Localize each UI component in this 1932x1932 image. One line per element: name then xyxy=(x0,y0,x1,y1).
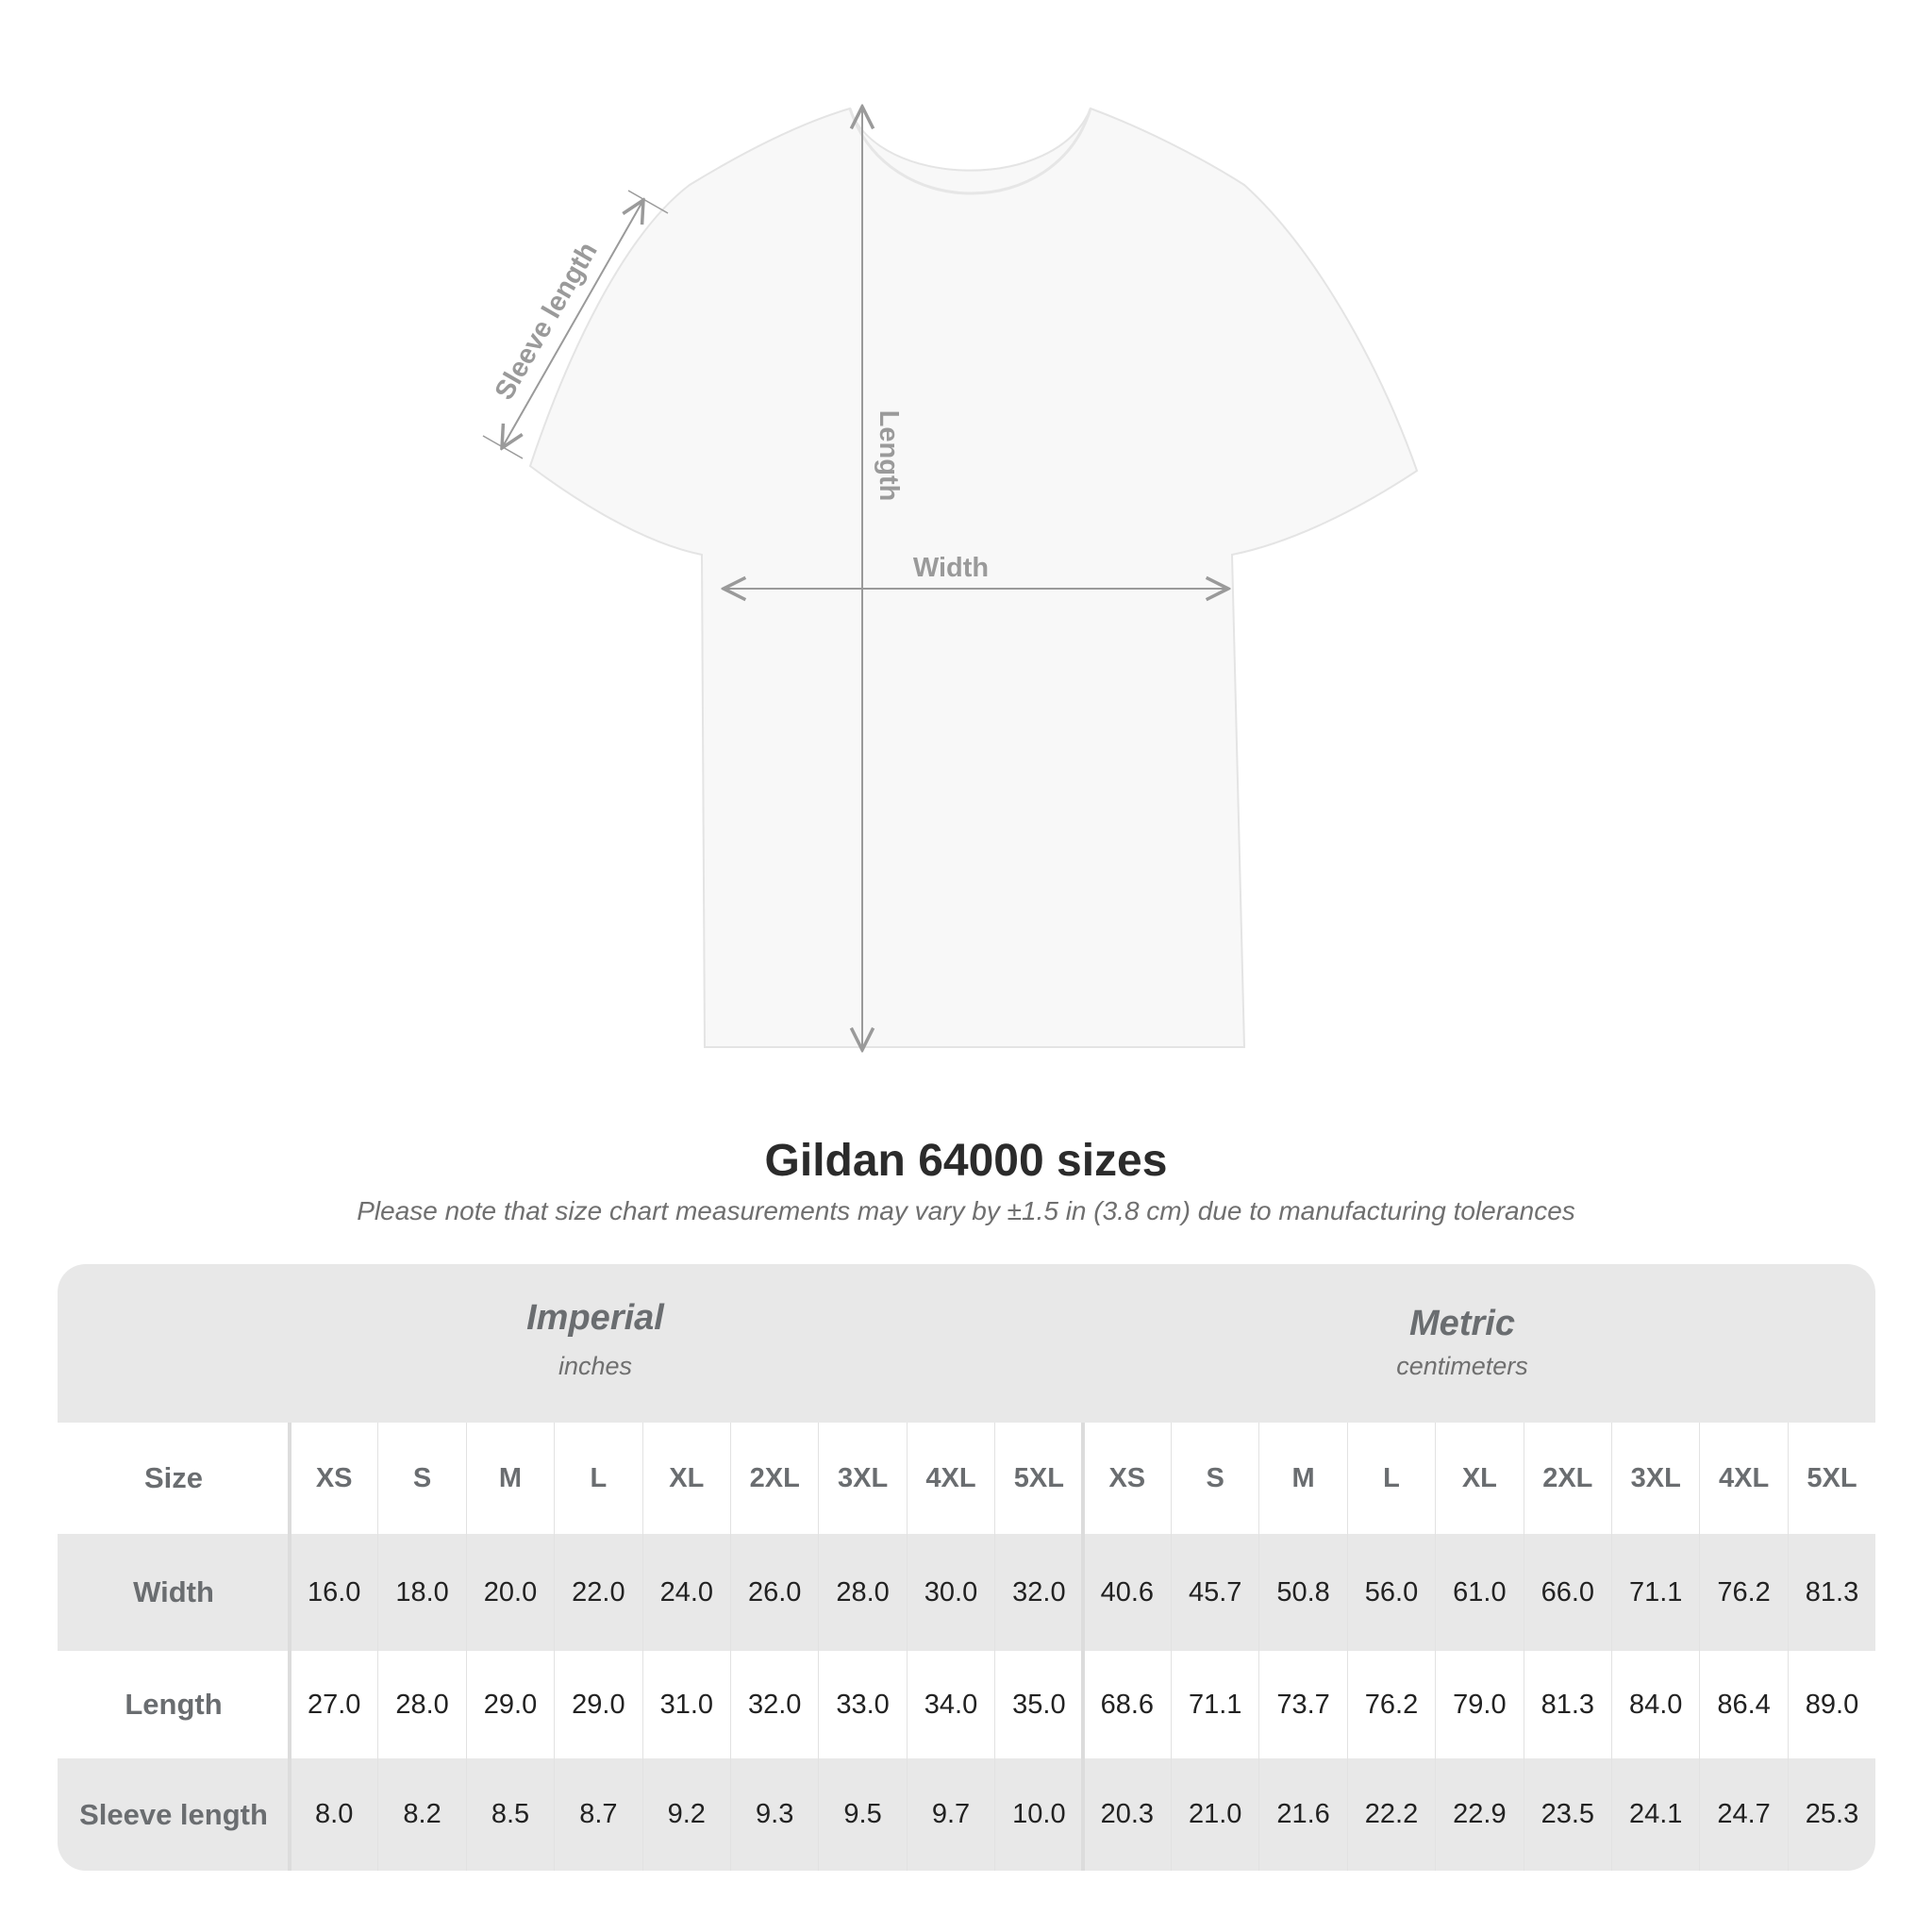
imperial-size-header-xs: XS xyxy=(290,1423,377,1534)
table-cell: 81.3 xyxy=(1787,1534,1875,1651)
table-cell: 24.1 xyxy=(1611,1758,1699,1871)
table-cell: 9.2 xyxy=(641,1758,730,1871)
table-cell: 40.6 xyxy=(1082,1534,1171,1651)
table-cell: 24.0 xyxy=(641,1534,730,1651)
row-band-width xyxy=(58,1534,1875,1651)
table-header-band xyxy=(58,1264,1875,1423)
table-cell: 10.0 xyxy=(994,1758,1082,1871)
sleeve-arrow xyxy=(502,200,643,448)
imperial-size-header-2xl: 2XL xyxy=(730,1423,818,1534)
table-cell: 86.4 xyxy=(1699,1651,1787,1758)
table-cell: 45.7 xyxy=(1171,1534,1258,1651)
row-label-length: Length xyxy=(125,1688,223,1721)
page-title: Gildan 64000 sizes xyxy=(764,1136,1168,1186)
metric-size-header-2xl: 2XL xyxy=(1523,1423,1611,1534)
imperial-size-header-m: M xyxy=(465,1423,554,1534)
imperial-size-header-3xl: 3XL xyxy=(818,1423,906,1534)
table-cell: 21.6 xyxy=(1258,1758,1346,1871)
table-cell: 56.0 xyxy=(1346,1534,1435,1651)
table-cell: 8.0 xyxy=(290,1758,377,1871)
imperial-heading: Imperial inches xyxy=(359,1298,831,1381)
table-cell: 89.0 xyxy=(1787,1651,1875,1758)
table-cell: 33.0 xyxy=(818,1651,906,1758)
table-cell: 66.0 xyxy=(1523,1534,1611,1651)
imperial-title: Imperial xyxy=(526,1298,664,1338)
table-cell: 22.9 xyxy=(1435,1758,1523,1871)
metric-size-header-m: M xyxy=(1258,1423,1346,1534)
sleeve-tick-top xyxy=(627,190,669,214)
metric-heading: Metric centimeters xyxy=(1226,1304,1698,1381)
table-cell: 22.0 xyxy=(554,1534,641,1651)
table-cell: 32.0 xyxy=(730,1651,818,1758)
imperial-size-header-4xl: 4XL xyxy=(906,1423,994,1534)
width-label: Width xyxy=(913,553,989,583)
table-cell: 9.7 xyxy=(906,1758,994,1871)
metric-size-header-3xl: 3XL xyxy=(1611,1423,1699,1534)
tolerance-note: Please note that size chart measurements… xyxy=(357,1196,1575,1225)
table-cell: 31.0 xyxy=(641,1651,730,1758)
table-cell: 71.1 xyxy=(1611,1534,1699,1651)
table-cell: 34.0 xyxy=(906,1651,994,1758)
table-cell: 9.5 xyxy=(818,1758,906,1871)
table-cell: 26.0 xyxy=(730,1534,818,1651)
table-cell: 25.3 xyxy=(1787,1758,1875,1871)
label-divider xyxy=(288,1423,291,1871)
metric-unit: centimeters xyxy=(1396,1352,1528,1380)
table-cell: 81.3 xyxy=(1523,1651,1611,1758)
table-cell: 8.2 xyxy=(377,1758,465,1871)
table-cell: 35.0 xyxy=(994,1651,1082,1758)
metric-size-header-4xl: 4XL xyxy=(1699,1423,1787,1534)
table-cell: 28.0 xyxy=(377,1651,465,1758)
row-label-sleeve-length: Sleeve length xyxy=(79,1797,268,1831)
row-band-sleeve xyxy=(58,1758,1875,1871)
imperial-unit: inches xyxy=(558,1352,633,1380)
table-cell: 20.0 xyxy=(465,1534,554,1651)
metric-size-header-xs: XS xyxy=(1082,1423,1171,1534)
metric-size-header-s: S xyxy=(1171,1423,1258,1534)
metric-size-header-l: L xyxy=(1346,1423,1435,1534)
table-cell: 9.3 xyxy=(730,1758,818,1871)
table-cell: 22.2 xyxy=(1346,1758,1435,1871)
imperial-metric-divider xyxy=(1080,1423,1085,1871)
table-cell: 79.0 xyxy=(1435,1651,1523,1758)
table-cell: 27.0 xyxy=(290,1651,377,1758)
size-chart-table: Imperial inches Metric centimeters Size X… xyxy=(58,1264,1875,1871)
length-label: Length xyxy=(874,410,904,502)
table-cell: 76.2 xyxy=(1699,1534,1787,1651)
table-cell: 20.3 xyxy=(1082,1758,1171,1871)
table-cell: 21.0 xyxy=(1171,1758,1258,1871)
table-cell: 16.0 xyxy=(290,1534,377,1651)
table-cell: 32.0 xyxy=(994,1534,1082,1651)
table-cell: 18.0 xyxy=(377,1534,465,1651)
tshirt-diagram: Length Width Sleeve length xyxy=(482,0,1419,1085)
imperial-size-header-xl: XL xyxy=(641,1423,730,1534)
metric-size-header-xl: XL xyxy=(1435,1423,1523,1534)
metric-title: Metric xyxy=(1409,1304,1515,1343)
table-cell: 8.7 xyxy=(554,1758,641,1871)
table-cell: 24.7 xyxy=(1699,1758,1787,1871)
row-label-width: Width xyxy=(133,1575,214,1608)
table-cell: 30.0 xyxy=(906,1534,994,1651)
table-cell: 28.0 xyxy=(818,1534,906,1651)
imperial-size-header-s: S xyxy=(377,1423,465,1534)
table-cell: 29.0 xyxy=(465,1651,554,1758)
table-cell: 71.1 xyxy=(1171,1651,1258,1758)
metric-size-header-5xl: 5XL xyxy=(1787,1423,1875,1534)
table-cell: 29.0 xyxy=(554,1651,641,1758)
table-cell: 8.5 xyxy=(465,1758,554,1871)
table-cell: 76.2 xyxy=(1346,1651,1435,1758)
size-header-label: Size xyxy=(143,1461,204,1494)
table-cell: 50.8 xyxy=(1258,1534,1346,1651)
imperial-size-header-5xl: 5XL xyxy=(994,1423,1082,1534)
table-cell: 73.7 xyxy=(1258,1651,1346,1758)
table-cell: 23.5 xyxy=(1523,1758,1611,1871)
table-cell: 61.0 xyxy=(1435,1534,1523,1651)
table-cell: 84.0 xyxy=(1611,1651,1699,1758)
sleeve-tick-bottom xyxy=(482,435,524,459)
table-cell: 68.6 xyxy=(1082,1651,1171,1758)
imperial-size-header-l: L xyxy=(554,1423,641,1534)
